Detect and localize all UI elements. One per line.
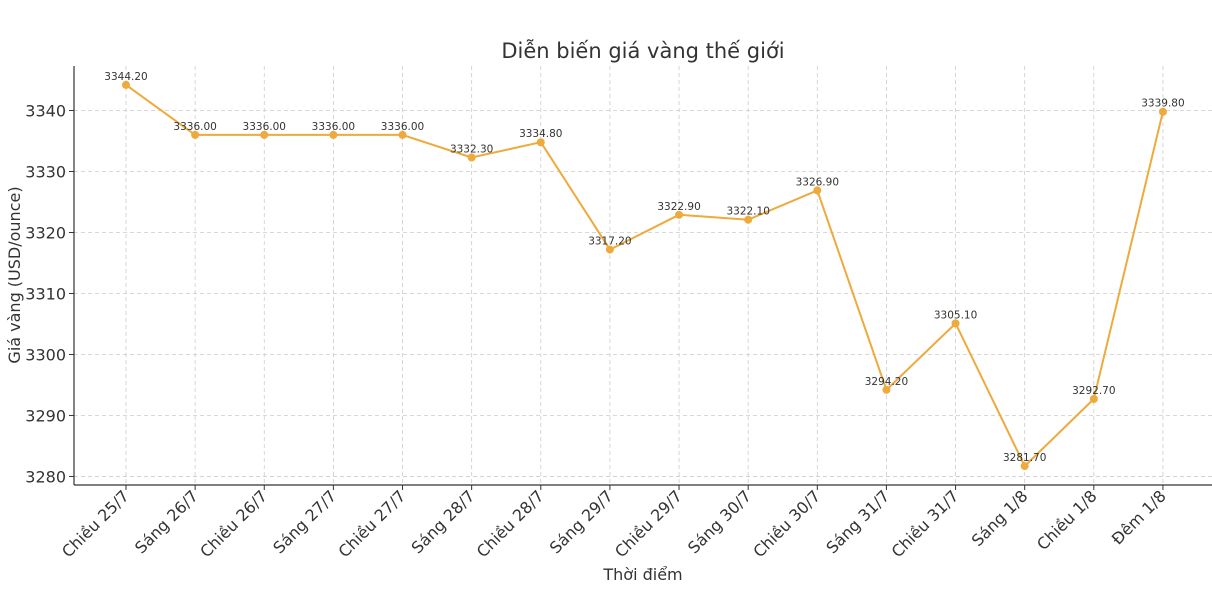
data-point bbox=[675, 210, 684, 219]
y-tick-label: 3340 bbox=[25, 102, 66, 121]
data-point bbox=[951, 319, 960, 328]
x-tick-label: Chiều 28/7 bbox=[473, 486, 548, 561]
x-tick-label: Chiều 27/7 bbox=[335, 486, 410, 561]
data-point bbox=[398, 130, 407, 139]
y-tick-label: 3310 bbox=[25, 284, 66, 303]
data-label: 3292.70 bbox=[1072, 385, 1115, 397]
data-label: 3336.00 bbox=[381, 121, 424, 133]
data-label: 3336.00 bbox=[312, 121, 355, 133]
data-labels: 3344.20 3336.00 3336.00 3336.00 3336.00 3332.… bbox=[104, 71, 1184, 464]
y-tick-label: 3330 bbox=[25, 163, 66, 182]
x-tick-label: Sáng 30/7 bbox=[684, 486, 755, 557]
data-point bbox=[467, 153, 476, 162]
data-point bbox=[1089, 395, 1098, 404]
x-tick-label: Đêm 1/8 bbox=[1108, 486, 1170, 548]
x-tick-label: Sáng 29/7 bbox=[546, 486, 617, 557]
y-tick-label: 3290 bbox=[25, 406, 66, 425]
data-point bbox=[122, 80, 130, 89]
x-tick-label: Sáng 26/7 bbox=[131, 486, 202, 557]
y-axis-label: Giá vàng (USD/ounce) bbox=[5, 186, 24, 363]
data-label: 3336.00 bbox=[243, 121, 286, 133]
x-tick-label: Sáng 1/8 bbox=[968, 486, 1032, 550]
x-tick-label: Chiều 30/7 bbox=[749, 486, 824, 561]
data-label: 3339.80 bbox=[1141, 98, 1184, 110]
data-point bbox=[536, 138, 545, 147]
data-label: 3322.90 bbox=[657, 201, 700, 213]
data-point bbox=[813, 186, 822, 195]
data-label: 3334.80 bbox=[519, 128, 562, 140]
data-label: 3344.20 bbox=[104, 71, 147, 83]
data-point bbox=[1020, 462, 1029, 471]
x-tick-label: Sáng 31/7 bbox=[822, 486, 893, 557]
data-point bbox=[744, 215, 753, 224]
data-point bbox=[1158, 107, 1167, 116]
series bbox=[122, 80, 1167, 471]
data-point bbox=[191, 130, 200, 139]
data-point bbox=[329, 130, 338, 139]
data-label: 3305.10 bbox=[934, 309, 977, 321]
x-tick-label: Sáng 27/7 bbox=[269, 486, 340, 557]
x-tick-label: Chiều 31/7 bbox=[888, 486, 963, 561]
data-point bbox=[260, 130, 269, 139]
data-label: 3332.30 bbox=[450, 143, 493, 155]
x-tick-label: Chiều 29/7 bbox=[611, 486, 686, 561]
data-label: 3326.90 bbox=[796, 176, 839, 188]
x-axis-label: Thời điểm bbox=[602, 565, 682, 584]
y-tick-label: 3280 bbox=[25, 467, 66, 486]
y-tick-label: 3300 bbox=[25, 345, 66, 364]
data-label: 3322.10 bbox=[726, 206, 769, 218]
data-label: 3281.70 bbox=[1003, 452, 1046, 464]
x-tick-label: Chiều 1/8 bbox=[1033, 486, 1101, 554]
x-tick-label: Sáng 28/7 bbox=[408, 486, 479, 557]
y-ticks: 3280 3290 3300 3310 3320 3330 3340 bbox=[25, 102, 74, 486]
data-point bbox=[882, 385, 891, 394]
x-tick-label: Chiều 26/7 bbox=[196, 486, 271, 561]
data-point bbox=[605, 245, 614, 254]
chart-title: Diễn biến giá vàng thế giới bbox=[501, 38, 784, 63]
data-label: 3336.00 bbox=[173, 121, 216, 133]
data-label: 3317.20 bbox=[588, 236, 631, 248]
data-label: 3294.20 bbox=[865, 376, 908, 388]
y-tick-label: 3320 bbox=[25, 224, 66, 243]
series-line bbox=[125, 84, 1164, 468]
x-tick-label: Chiều 25/7 bbox=[58, 486, 133, 561]
